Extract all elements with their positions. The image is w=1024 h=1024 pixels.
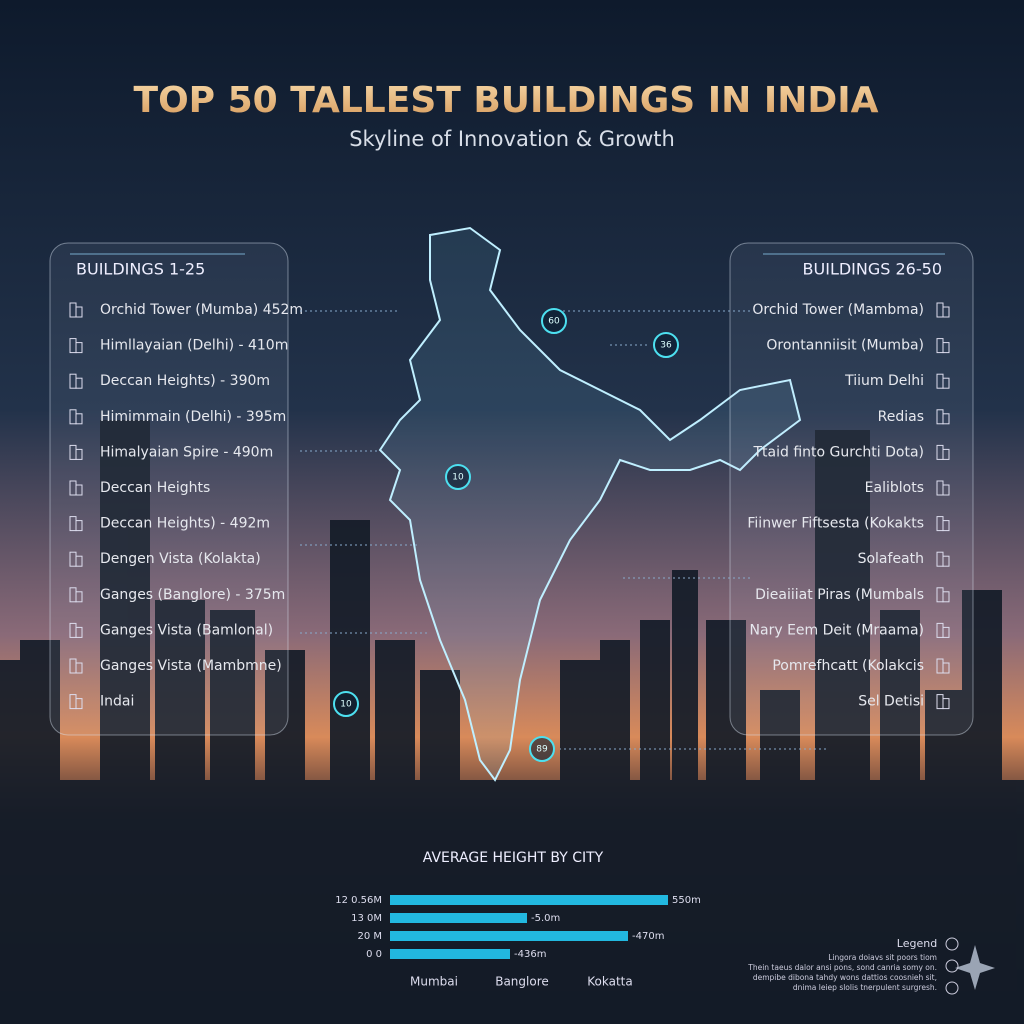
building-icon [75, 306, 83, 318]
building-icon [75, 662, 83, 674]
building-name: Ganges Vista (Mambmne) [100, 658, 282, 674]
row-label: 0 0 [366, 949, 382, 960]
india-map [378, 226, 802, 782]
building-name: Himimmain (Delhi) - 395m [100, 409, 286, 425]
building-icon [942, 626, 950, 638]
building-name: Himllayaian (Delhi) - 410m [100, 338, 288, 354]
building-icon [75, 591, 83, 603]
chart-title: AVERAGE HEIGHT BY CITY [423, 850, 604, 866]
building-icon [942, 377, 950, 389]
building-icon [942, 484, 950, 496]
legend-text: Thein taeus dalor ansi pons, sond canria… [747, 963, 937, 972]
map-marker [529, 736, 555, 762]
bar-value-label: 550m [672, 895, 701, 906]
building-name: Solafeath [858, 551, 924, 567]
map-marker [653, 332, 679, 358]
building-icon [942, 591, 950, 603]
building-name: Orchid Tower (Mambma) [752, 302, 924, 318]
panel-heading: BUILDINGS 26-50 [803, 260, 942, 279]
building-icon [942, 662, 950, 674]
building-name: Ganges Vista (Bamlonal) [100, 622, 273, 638]
building-name: Nary Eem Deit (Mraama) [750, 622, 924, 638]
marker-label: 10 [452, 473, 464, 483]
building-name: Deccan Heights [100, 480, 210, 496]
building-name: Tiium Delhi [844, 373, 924, 389]
building-icon [75, 448, 83, 460]
legend-text: dnima leiep slolis tnerpulent surgresh. [793, 983, 937, 992]
marker-label: 10 [340, 700, 352, 710]
building-icon [942, 342, 950, 354]
legend-text: Lingora doiavs sit poors tiom [828, 953, 937, 962]
legend-icon [945, 959, 959, 973]
row-label: 20 M [357, 931, 382, 942]
building-icon [942, 555, 950, 567]
building-name: Deccan Heights) - 492m [100, 516, 270, 532]
right-panel [729, 242, 974, 736]
building-icon [75, 413, 83, 425]
building-icon [75, 698, 83, 710]
building-name: Pomrefhcatt (Kolakcis [772, 658, 924, 674]
building-icon [75, 377, 83, 389]
building-icon [942, 306, 950, 318]
left-panel [49, 242, 289, 736]
building-icon [75, 555, 83, 567]
building-icon [942, 520, 950, 532]
legend-title: Legend [897, 937, 937, 950]
building-name: Dengen Vista (Kolakta) [100, 551, 261, 567]
x-label: Kokatta [587, 975, 632, 989]
legend-icon [945, 937, 959, 951]
panel-heading: BUILDINGS 1-25 [76, 260, 205, 279]
building-name: Dieaiiiat Piras (Mumbals [755, 587, 924, 603]
building-name: Indai [100, 694, 134, 710]
subtitle: Skyline of Innovation & Growth [349, 127, 675, 151]
building-icon [942, 413, 950, 425]
bar-value-label: -470m [632, 931, 664, 942]
building-name: Ttaid finto Gurchti Dota) [753, 444, 925, 460]
building-name: Fiinwer Fiftsesta (Kokakts [747, 516, 924, 532]
bar [390, 895, 668, 905]
skyline [0, 420, 1024, 1024]
building-name: Deccan Heights) - 390m [100, 373, 270, 389]
bar-value-label: -436m [514, 949, 546, 960]
bar-value-label: -5.0m [531, 913, 560, 924]
row-label: 13 0M [351, 913, 382, 924]
building-name: Redias [878, 409, 924, 425]
building-name: Ganges (Banglore) - 375m [100, 587, 285, 603]
building-name: Himalyaian Spire - 490m [100, 444, 273, 460]
building-name: Ealiblots [865, 480, 924, 496]
row-label: 12 0.56M [335, 895, 382, 906]
legend-icon [945, 981, 959, 995]
building-icon [75, 520, 83, 532]
marker-label: 60 [548, 317, 560, 327]
building-icon [75, 626, 83, 638]
building-name: Sel Detisi [858, 694, 924, 710]
sparkle-icon [955, 945, 995, 990]
building-icon [942, 698, 950, 710]
x-label: Banglore [495, 975, 549, 989]
x-label: Mumbai [410, 975, 458, 989]
bar [390, 949, 510, 959]
map-marker [445, 464, 471, 490]
building-icon [75, 484, 83, 496]
title: TOP 50 TALLEST BUILDINGS IN INDIA [134, 80, 879, 121]
legend-text: dempibe dibona tahdy wons dattios coosni… [753, 973, 937, 982]
map-marker [333, 691, 359, 717]
bar [390, 913, 527, 923]
building-icon [942, 448, 950, 460]
building-icon [75, 342, 83, 354]
marker-label: 36 [660, 341, 672, 351]
map-marker [541, 308, 567, 334]
building-name: Orontanniisit (Mumba) [766, 338, 924, 354]
bar [390, 931, 628, 941]
building-name: Orchid Tower (Mumba) 452m [100, 302, 303, 318]
marker-label: 89 [536, 745, 548, 755]
